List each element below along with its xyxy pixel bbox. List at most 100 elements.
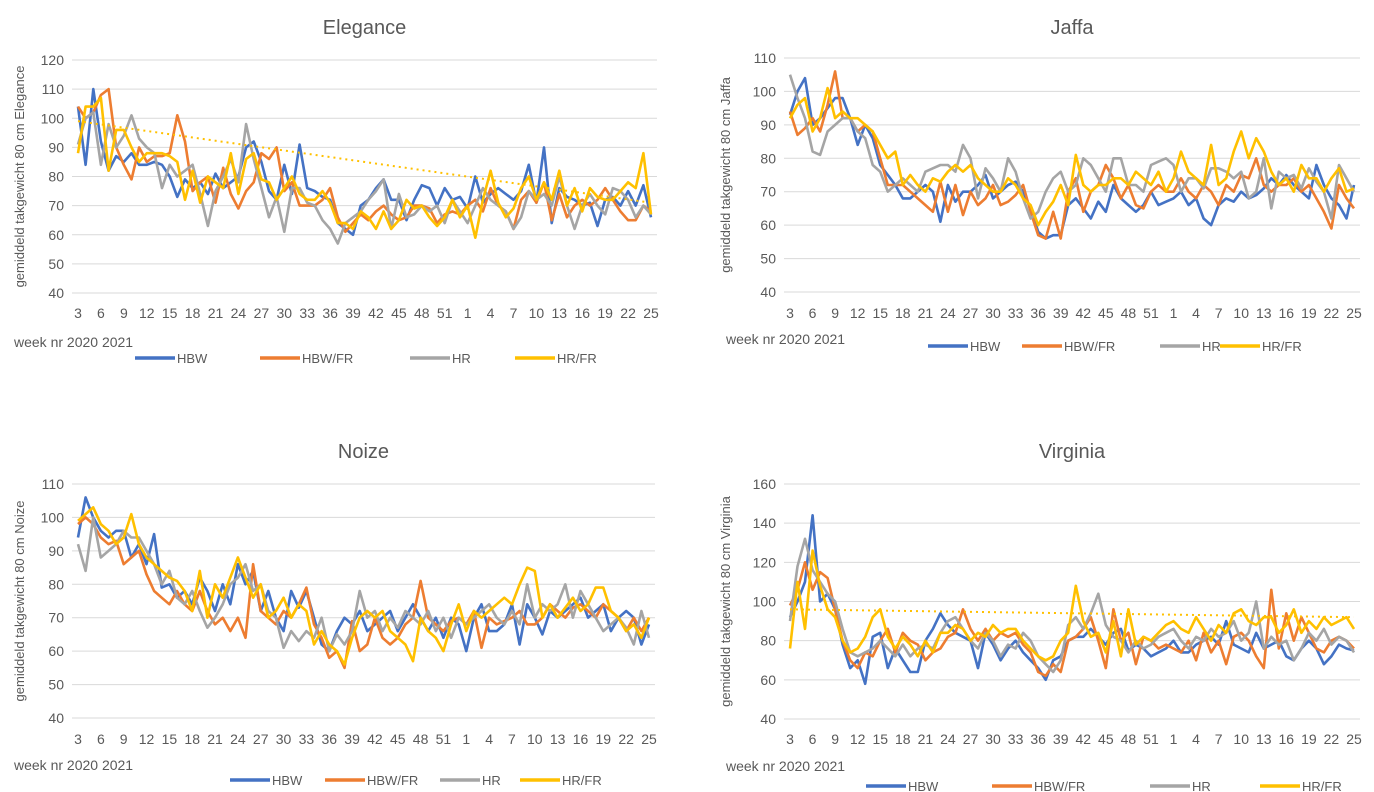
x-tick-label: 7: [508, 731, 516, 747]
x-axis-label: week nr 2020 2021: [13, 757, 133, 773]
x-tick-label: 24: [230, 731, 246, 747]
trend-line: [77, 120, 652, 204]
x-tick-label: 39: [344, 731, 360, 747]
series-line-hr-fr: [77, 506, 651, 666]
x-tick-label: 9: [120, 305, 128, 321]
x-tick-label: 10: [527, 731, 543, 747]
x-tick-label: 51: [1143, 731, 1159, 747]
x-tick-label: 19: [1301, 305, 1317, 321]
x-tick-label: 10: [1233, 731, 1249, 747]
x-tick-label: 3: [786, 305, 794, 321]
x-tick-label: 3: [786, 731, 794, 747]
x-tick-label: 13: [550, 731, 566, 747]
y-tick-label: 90: [48, 543, 64, 559]
x-tick-label: 25: [641, 731, 657, 747]
x-tick-label: 21: [208, 305, 224, 321]
x-tick-label: 22: [618, 731, 634, 747]
x-tick-label: 42: [368, 305, 384, 321]
x-tick-label: 33: [1008, 731, 1024, 747]
x-tick-label: 15: [872, 731, 888, 747]
legend-label: HR/FR: [1302, 779, 1342, 792]
x-tick-label: 25: [1346, 731, 1362, 747]
x-tick-label: 45: [1098, 731, 1114, 747]
trend-line: [789, 608, 1355, 619]
legend-label: HBW/FR: [1064, 339, 1115, 354]
x-tick-label: 12: [139, 731, 155, 747]
x-tick-label: 25: [1346, 305, 1362, 321]
x-tick-label: 30: [985, 305, 1001, 321]
y-tick-label: 40: [48, 285, 64, 301]
chart-title: Noize: [338, 441, 389, 463]
x-tick-label: 1: [1170, 305, 1178, 321]
x-tick-label: 3: [74, 305, 82, 321]
y-tick-label: 40: [760, 284, 776, 300]
x-tick-label: 48: [413, 731, 429, 747]
x-tick-label: 10: [1233, 305, 1249, 321]
x-tick-label: 27: [963, 731, 979, 747]
y-axis-label: gemiddeld takgewicht 80 cm Jaffa: [718, 76, 733, 272]
x-tick-label: 4: [487, 305, 495, 321]
x-tick-label: 42: [1075, 305, 1091, 321]
y-tick-label: 90: [760, 117, 776, 133]
x-tick-label: 1: [1170, 731, 1178, 747]
y-tick-label: 40: [48, 710, 64, 726]
x-tick-label: 39: [345, 305, 361, 321]
x-tick-label: 1: [462, 731, 470, 747]
x-tick-label: 7: [1215, 731, 1223, 747]
x-tick-label: 12: [139, 305, 155, 321]
x-tick-label: 16: [1279, 731, 1295, 747]
series-line-hr-fr: [788, 549, 1356, 662]
x-tick-label: 13: [1256, 731, 1272, 747]
legend-label: HR/FR: [562, 773, 602, 788]
x-tick-label: 42: [1075, 731, 1091, 747]
x-tick-label: 36: [1030, 305, 1046, 321]
x-tick-label: 27: [253, 731, 269, 747]
legend-label: HBW: [908, 779, 939, 792]
legend-label: HBW/FR: [367, 773, 418, 788]
y-tick-label: 160: [753, 476, 777, 492]
x-tick-label: 9: [120, 731, 128, 747]
x-tick-label: 15: [872, 305, 888, 321]
x-tick-label: 9: [831, 731, 839, 747]
y-tick-label: 110: [42, 476, 65, 492]
x-tick-label: 30: [276, 731, 292, 747]
x-tick-label: 22: [1324, 731, 1340, 747]
x-tick-label: 18: [185, 305, 201, 321]
x-tick-label: 48: [414, 305, 430, 321]
x-tick-label: 36: [321, 731, 337, 747]
x-tick-label: 13: [552, 305, 568, 321]
series-line-hbw-fr: [788, 70, 1356, 240]
x-tick-label: 27: [254, 305, 270, 321]
x-tick-label: 15: [162, 731, 178, 747]
y-tick-label: 90: [48, 139, 64, 155]
y-tick-label: 80: [48, 576, 64, 592]
x-tick-label: 36: [1030, 731, 1046, 747]
x-tick-label: 16: [1279, 305, 1295, 321]
x-tick-label: 24: [231, 305, 247, 321]
y-tick-label: 110: [754, 50, 777, 66]
y-tick-label: 100: [41, 110, 65, 126]
series-line-hbw: [76, 496, 651, 653]
x-tick-label: 6: [97, 731, 105, 747]
x-tick-label: 30: [276, 305, 292, 321]
x-tick-label: 33: [299, 731, 315, 747]
y-axis-label: gemiddeld takgewicht 80 cm Virginia: [718, 495, 733, 707]
y-tick-label: 70: [48, 610, 64, 626]
x-axis-label: week nr 2020 2021: [725, 758, 845, 774]
x-tick-label: 10: [529, 305, 545, 321]
x-tick-label: 45: [1098, 305, 1114, 321]
x-tick-label: 21: [918, 731, 934, 747]
x-tick-label: 19: [1301, 731, 1317, 747]
legend-label: HBW: [272, 773, 303, 788]
x-tick-label: 12: [850, 731, 866, 747]
y-axis-label: gemiddeld takgewicht 80 cm Noize: [12, 501, 27, 702]
y-tick-label: 80: [760, 150, 776, 166]
x-tick-label: 18: [895, 731, 911, 747]
x-tick-label: 48: [1121, 731, 1137, 747]
y-tick-label: 140: [753, 515, 777, 531]
x-tick-label: 18: [184, 731, 200, 747]
x-tick-label: 45: [391, 305, 407, 321]
